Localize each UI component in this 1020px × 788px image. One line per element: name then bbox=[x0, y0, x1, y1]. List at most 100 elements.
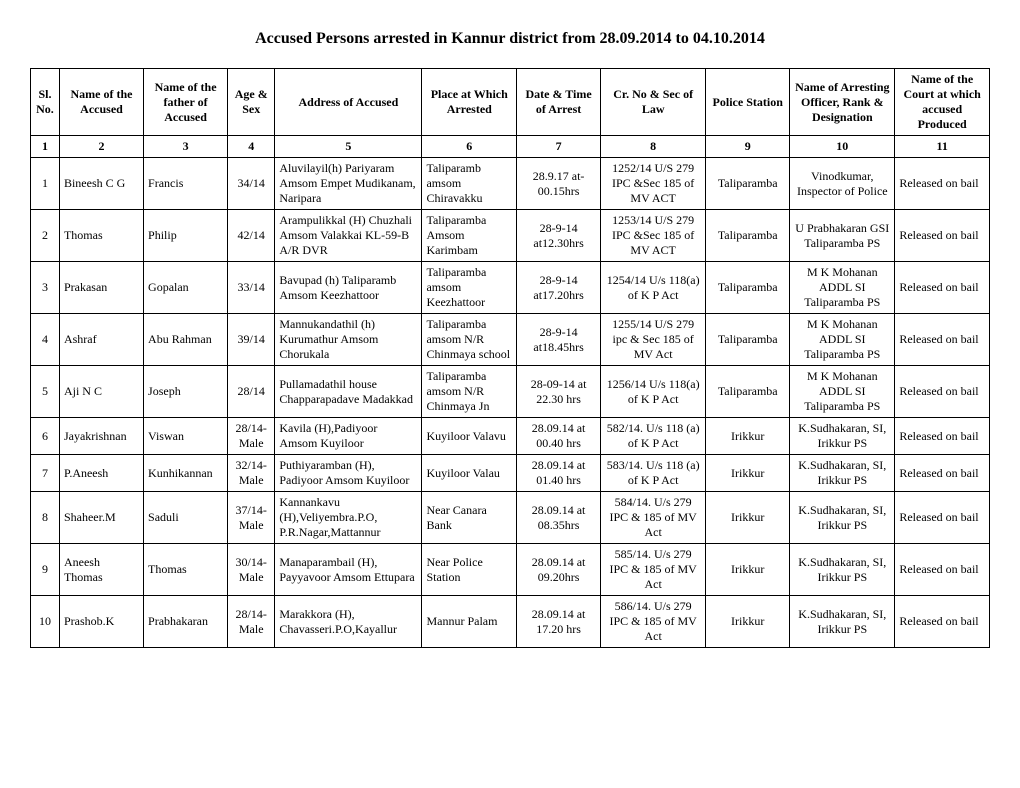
table-cell: Vinodkumar, Inspector of Police bbox=[790, 158, 895, 210]
table-cell: 1254/14 U/s 118(a) of K P Act bbox=[601, 262, 706, 314]
table-cell: 585/14. U/s 279 IPC & 185 of MV Act bbox=[601, 544, 706, 596]
table-cell: Released on bail bbox=[895, 492, 990, 544]
table-cell: 28.9.17 at-00.15hrs bbox=[517, 158, 601, 210]
table-cell: Released on bail bbox=[895, 158, 990, 210]
table-cell: 37/14-Male bbox=[228, 492, 275, 544]
table-cell: K.Sudhakaran, SI, Irikkur PS bbox=[790, 455, 895, 492]
table-cell: 28.09.14 at 00.40 hrs bbox=[517, 418, 601, 455]
table-cell: Irikkur bbox=[706, 492, 790, 544]
table-cell: 7 bbox=[31, 455, 60, 492]
table-row: 1Bineesh C GFrancis34/14Aluvilayil(h) Pa… bbox=[31, 158, 990, 210]
table-cell: Marakkora (H), Chavasseri.P.O,Kayallur bbox=[275, 596, 422, 648]
table-cell: Taliparamba amsom N/R Chinmaya Jn bbox=[422, 366, 517, 418]
table-cell: 5 bbox=[31, 366, 60, 418]
table-body: 1Bineesh C GFrancis34/14Aluvilayil(h) Pa… bbox=[31, 158, 990, 648]
colnum-cell: 11 bbox=[895, 136, 990, 158]
table-cell: 28.09.14 at 01.40 hrs bbox=[517, 455, 601, 492]
table-row: 5Aji N CJoseph28/14Pullamadathil house C… bbox=[31, 366, 990, 418]
table-row: 6JayakrishnanViswan28/14-MaleKavila (H),… bbox=[31, 418, 990, 455]
table-cell: Released on bail bbox=[895, 596, 990, 648]
table-cell: 28/14-Male bbox=[228, 596, 275, 648]
table-cell: 28-9-14 at17.20hrs bbox=[517, 262, 601, 314]
table-cell: 28-09-14 at 22.30 hrs bbox=[517, 366, 601, 418]
table-cell: Kunhikannan bbox=[144, 455, 228, 492]
table-cell: Puthiyaramban (H), Padiyoor Amsom Kuyilo… bbox=[275, 455, 422, 492]
table-cell: Irikkur bbox=[706, 418, 790, 455]
table-cell: Irikkur bbox=[706, 596, 790, 648]
table-row: 2ThomasPhilip42/14Arampulikkal (H) Chuzh… bbox=[31, 210, 990, 262]
table-cell: Ashraf bbox=[59, 314, 143, 366]
header-age: Age & Sex bbox=[228, 69, 275, 136]
table-cell: 1255/14 U/S 279 ipc & Sec 185 of MV Act bbox=[601, 314, 706, 366]
table-cell: K.Sudhakaran, SI, Irikkur PS bbox=[790, 418, 895, 455]
table-cell: Aji N C bbox=[59, 366, 143, 418]
colnum-cell: 7 bbox=[517, 136, 601, 158]
table-cell: 582/14. U/s 118 (a) of K P Act bbox=[601, 418, 706, 455]
table-cell: Kavila (H),Padiyoor Amsom Kuyiloor bbox=[275, 418, 422, 455]
header-officer: Name of Arresting Officer, Rank & Design… bbox=[790, 69, 895, 136]
table-cell: 1252/14 U/S 279 IPC &Sec 185 of MV ACT bbox=[601, 158, 706, 210]
table-cell: 28.09.14 at 08.35hrs bbox=[517, 492, 601, 544]
colnum-cell: 10 bbox=[790, 136, 895, 158]
table-cell: Released on bail bbox=[895, 314, 990, 366]
table-cell: Taliparamba bbox=[706, 314, 790, 366]
colnum-cell: 3 bbox=[144, 136, 228, 158]
table-cell: Taliparamba Amsom Karimbam bbox=[422, 210, 517, 262]
table-cell: 28.09.14 at 17.20 hrs bbox=[517, 596, 601, 648]
table-cell: Near Police Station bbox=[422, 544, 517, 596]
table-cell: 32/14-Male bbox=[228, 455, 275, 492]
table-cell: Kuyiloor Valavu bbox=[422, 418, 517, 455]
table-cell: K.Sudhakaran, SI, Irikkur PS bbox=[790, 596, 895, 648]
table-cell: Taliparamb amsom Chiravakku bbox=[422, 158, 517, 210]
table-cell: K.Sudhakaran, SI, Irikkur PS bbox=[790, 544, 895, 596]
table-cell: 34/14 bbox=[228, 158, 275, 210]
table-cell: 30/14-Male bbox=[228, 544, 275, 596]
header-place: Place at Which Arrested bbox=[422, 69, 517, 136]
table-cell: Arampulikkal (H) Chuzhali Amsom Valakkai… bbox=[275, 210, 422, 262]
table-cell: K.Sudhakaran, SI, Irikkur PS bbox=[790, 492, 895, 544]
table-cell: Mannukandathil (h) Kurumathur Amsom Chor… bbox=[275, 314, 422, 366]
header-station: Police Station bbox=[706, 69, 790, 136]
arrests-table: Sl. No. Name of the Accused Name of the … bbox=[30, 68, 990, 648]
table-row: 7P.AneeshKunhikannan32/14-MalePuthiyaram… bbox=[31, 455, 990, 492]
table-row: 8Shaheer.MSaduli37/14-MaleKannankavu (H)… bbox=[31, 492, 990, 544]
table-row: 3PrakasanGopalan33/14 Bavupad (h) Talipa… bbox=[31, 262, 990, 314]
table-cell: Kannankavu (H),Veliyembra.P.O, P.R.Nagar… bbox=[275, 492, 422, 544]
table-cell: Released on bail bbox=[895, 455, 990, 492]
colnum-cell: 8 bbox=[601, 136, 706, 158]
table-cell: 8 bbox=[31, 492, 60, 544]
table-cell: Aneesh Thomas bbox=[59, 544, 143, 596]
table-row: 9Aneesh ThomasThomas30/14-MaleManaparamb… bbox=[31, 544, 990, 596]
table-cell: 3 bbox=[31, 262, 60, 314]
header-father: Name of the father of Accused bbox=[144, 69, 228, 136]
colnum-cell: 2 bbox=[59, 136, 143, 158]
table-cell: Prashob.K bbox=[59, 596, 143, 648]
header-date: Date & Time of Arrest bbox=[517, 69, 601, 136]
header-sl: Sl. No. bbox=[31, 69, 60, 136]
table-cell: 39/14 bbox=[228, 314, 275, 366]
table-cell: Joseph bbox=[144, 366, 228, 418]
colnum-row: 1 2 3 4 5 6 7 8 9 10 11 bbox=[31, 136, 990, 158]
table-row: 4AshrafAbu Rahman39/14Mannukandathil (h)… bbox=[31, 314, 990, 366]
table-cell: Prakasan bbox=[59, 262, 143, 314]
table-cell: Manaparambail (H), Payyavoor Amsom Ettup… bbox=[275, 544, 422, 596]
table-cell: 28/14 bbox=[228, 366, 275, 418]
table-cell: 28.09.14 at 09.20hrs bbox=[517, 544, 601, 596]
table-cell: 9 bbox=[31, 544, 60, 596]
table-cell: Near Canara Bank bbox=[422, 492, 517, 544]
table-cell: 10 bbox=[31, 596, 60, 648]
table-cell: Gopalan bbox=[144, 262, 228, 314]
colnum-cell: 4 bbox=[228, 136, 275, 158]
table-cell: 586/14. U/s 279 IPC & 185 of MV Act bbox=[601, 596, 706, 648]
colnum-cell: 5 bbox=[275, 136, 422, 158]
table-cell: 584/14. U/s 279 IPC & 185 of MV Act bbox=[601, 492, 706, 544]
colnum-cell: 6 bbox=[422, 136, 517, 158]
table-row: 10Prashob.KPrabhakaran28/14-MaleMarakkor… bbox=[31, 596, 990, 648]
table-cell: Taliparamba amsom Keezhattoor bbox=[422, 262, 517, 314]
table-cell: Saduli bbox=[144, 492, 228, 544]
table-cell: Released on bail bbox=[895, 262, 990, 314]
table-cell: Taliparamba bbox=[706, 158, 790, 210]
table-cell: Mannur Palam bbox=[422, 596, 517, 648]
table-cell: Taliparamba bbox=[706, 262, 790, 314]
table-cell: M K Mohanan ADDL SI Taliparamba PS bbox=[790, 314, 895, 366]
